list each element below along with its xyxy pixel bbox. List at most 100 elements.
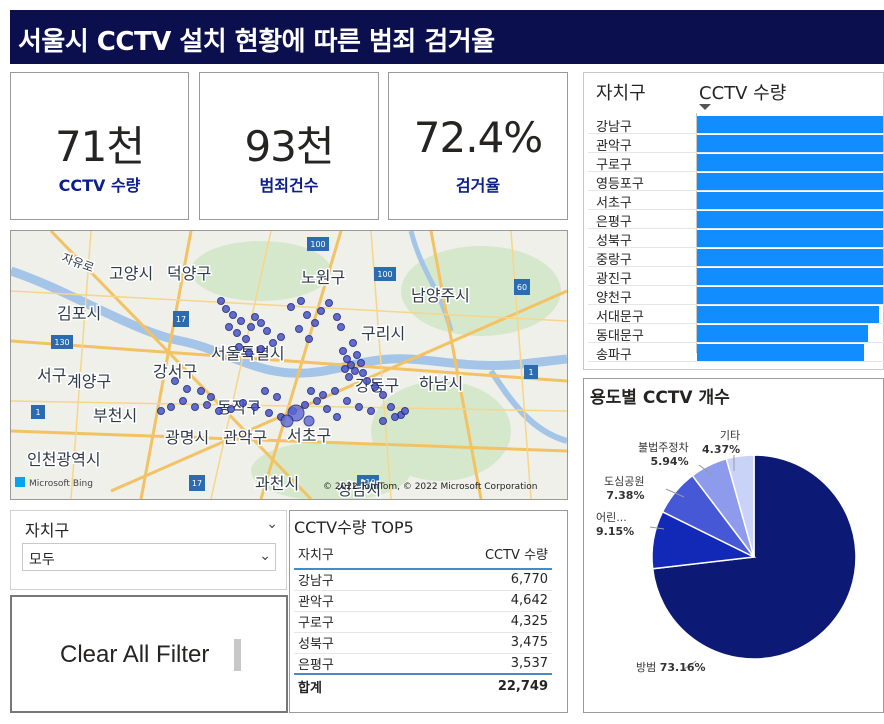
cctv-map-point[interactable] — [245, 349, 253, 357]
table-row[interactable]: 서대문구 — [588, 305, 884, 325]
cctv-map-point[interactable] — [379, 417, 387, 425]
cctv-map-point[interactable] — [391, 413, 399, 421]
kpi-card-cctv[interactable]: 71천 CCTV 수량 — [10, 72, 189, 220]
table-row[interactable]: 중랑구 — [588, 248, 884, 268]
cctv-map-point[interactable] — [251, 403, 259, 411]
cctv-map-point[interactable] — [157, 407, 165, 415]
cctv-map-point[interactable] — [179, 397, 187, 405]
cctv-map-point[interactable] — [363, 377, 371, 385]
cctv-map-point[interactable] — [239, 399, 247, 407]
column-header-district[interactable]: 자치구 — [596, 83, 646, 104]
cctv-bar[interactable] — [697, 135, 883, 152]
cctv-map-point[interactable] — [303, 415, 315, 427]
cctv-map-point[interactable] — [305, 335, 313, 343]
cctv-map-point[interactable] — [311, 319, 319, 327]
cctv-map-point[interactable] — [351, 367, 359, 375]
cctv-bar[interactable] — [697, 116, 883, 133]
cctv-map-point[interactable] — [183, 385, 191, 393]
cctv-map-point[interactable] — [339, 347, 347, 355]
cctv-map-point[interactable] — [323, 405, 331, 413]
cctv-map-point[interactable] — [225, 323, 233, 331]
cctv-map-point[interactable] — [287, 303, 295, 311]
table-row[interactable]: 관악구 4,642 — [294, 590, 552, 612]
cctv-map-point[interactable] — [277, 333, 285, 341]
cctv-map-point[interactable] — [355, 403, 363, 411]
cctv-bar[interactable] — [697, 211, 883, 228]
cctv-map-point[interactable] — [297, 297, 305, 305]
cctv-bar[interactable] — [697, 173, 883, 190]
cctv-map-point[interactable] — [233, 329, 241, 337]
cctv-map-point[interactable] — [197, 387, 205, 395]
cctv-map-point[interactable] — [343, 355, 351, 363]
cctv-map-point[interactable] — [203, 401, 211, 409]
cctv-bar[interactable] — [697, 306, 879, 323]
district-slicer[interactable]: 자치구 ⌄ 모두 ⌄ — [10, 510, 287, 590]
cctv-map-point[interactable] — [303, 311, 311, 319]
cctv-bar[interactable] — [697, 154, 883, 171]
table-row[interactable]: 영등포구 — [588, 172, 884, 192]
table-row[interactable]: 양천구 — [588, 286, 884, 306]
cctv-map-point[interactable] — [347, 361, 355, 369]
top5-table-card[interactable]: CCTV수량 TOP5 자치구 CCTV 수량 강남구 6,770 관악구 4,64… — [289, 510, 568, 713]
cctv-map-point[interactable] — [257, 345, 265, 353]
pie-chart[interactable] — [584, 379, 883, 712]
cctv-map-point[interactable] — [263, 327, 271, 335]
table-row[interactable]: 관악구 — [588, 134, 884, 154]
cctv-map-point[interactable] — [229, 311, 237, 319]
cctv-map-point[interactable] — [387, 403, 395, 411]
cctv-bar[interactable] — [697, 249, 883, 266]
cctv-bar[interactable] — [697, 192, 883, 209]
slicer-dropdown[interactable]: 모두 ⌄ — [22, 543, 276, 571]
district-bar-table[interactable]: 자치구 CCTV 수량 강남구 관악구 구로구 영등포구 서초구 은평구 성북구 중랑구 광진구… — [583, 72, 884, 370]
kpi-card-arrest-rate[interactable]: 72.4% 검거율 — [388, 72, 568, 220]
cctv-map-point[interactable] — [331, 387, 339, 395]
chevron-down-icon[interactable]: ⌄ — [266, 516, 278, 532]
cctv-map-point[interactable] — [235, 343, 243, 351]
cctv-map-point[interactable] — [371, 383, 379, 391]
cctv-map-point[interactable] — [242, 335, 250, 343]
cctv-map-point[interactable] — [313, 397, 321, 405]
cctv-map-point[interactable] — [337, 323, 345, 331]
cctv-bar[interactable] — [697, 344, 864, 361]
cctv-map-point[interactable] — [317, 307, 325, 315]
cctv-map-point[interactable] — [257, 319, 265, 327]
table-row[interactable]: 서초구 — [588, 191, 884, 211]
table-row[interactable]: 성북구 — [588, 229, 884, 249]
cctv-map-point[interactable] — [367, 407, 375, 415]
cctv-map-point[interactable] — [171, 377, 179, 385]
table-row[interactable]: 은평구 — [588, 210, 884, 230]
cctv-map-point[interactable] — [343, 397, 351, 405]
cctv-map-point[interactable] — [301, 401, 309, 409]
cctv-map-point[interactable] — [325, 299, 333, 307]
cctv-map-point[interactable] — [167, 403, 175, 411]
table-row[interactable]: 강남구 6,770 — [294, 569, 552, 591]
map-canvas[interactable]: 100 17 100 60 130 110 1 17 1 자유로 고양시 덕양구… — [11, 231, 567, 499]
pie-slice[interactable] — [725, 454, 755, 558]
cctv-map-point[interactable] — [295, 325, 303, 333]
cctv-map-point[interactable] — [319, 391, 327, 399]
cctv-bar[interactable] — [697, 230, 883, 247]
cctv-map-point[interactable] — [345, 373, 353, 381]
cctv-map-point[interactable] — [217, 297, 225, 305]
cctv-map-point[interactable] — [349, 339, 357, 347]
clear-all-filter-button[interactable]: Clear All Filter — [10, 595, 288, 713]
cctv-map-point[interactable] — [280, 414, 294, 428]
cctv-map-point[interactable] — [333, 413, 341, 421]
cctv-map[interactable]: 100 17 100 60 130 110 1 17 1 자유로 고양시 덕양구… — [10, 230, 568, 500]
table-row[interactable]: 강남구 — [588, 115, 884, 135]
cctv-map-point[interactable] — [273, 393, 281, 401]
cctv-map-point[interactable] — [379, 391, 387, 399]
cctv-map-point[interactable] — [307, 387, 315, 395]
table-row[interactable]: 구로구 — [588, 153, 884, 173]
cctv-map-point[interactable] — [191, 403, 199, 411]
cctv-bar[interactable] — [697, 287, 883, 304]
table-row[interactable]: 구로구 4,325 — [294, 611, 552, 633]
cctv-map-point[interactable] — [247, 323, 255, 331]
kpi-card-crime[interactable]: 93천 범죄건수 — [199, 72, 379, 220]
cctv-map-point[interactable] — [251, 313, 259, 321]
cctv-map-point[interactable] — [333, 313, 341, 321]
cctv-map-point[interactable] — [357, 359, 365, 367]
cctv-map-point[interactable] — [265, 409, 273, 417]
cctv-map-point[interactable] — [359, 369, 367, 377]
table-row[interactable]: 동대문구 — [588, 324, 884, 344]
